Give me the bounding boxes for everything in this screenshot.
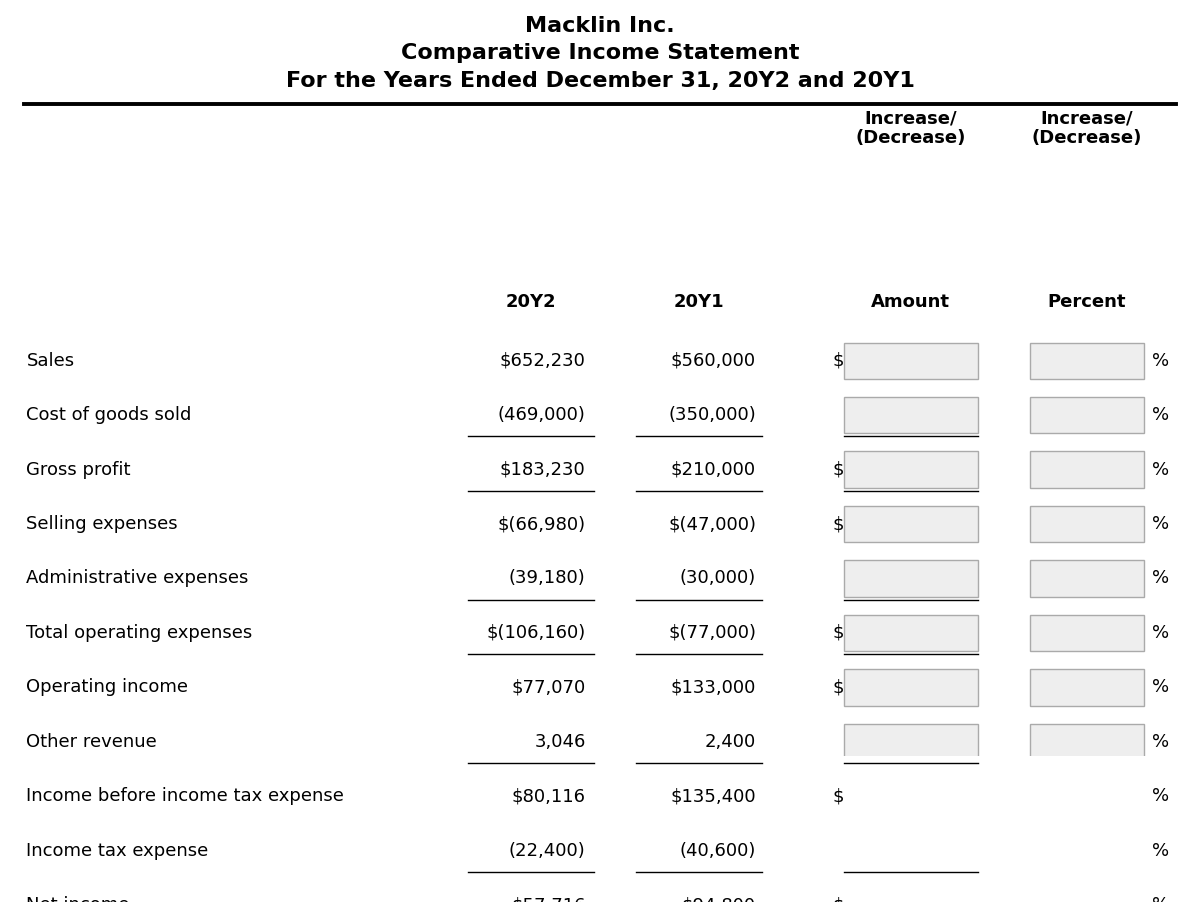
- Text: $135,400: $135,400: [671, 787, 756, 805]
- Text: Comparative Income Statement: Comparative Income Statement: [401, 43, 799, 63]
- Text: Sales: Sales: [26, 352, 74, 370]
- Text: $: $: [833, 787, 845, 805]
- Text: %: %: [1152, 515, 1169, 533]
- Text: %: %: [1152, 461, 1169, 479]
- Text: Macklin Inc.: Macklin Inc.: [526, 16, 674, 36]
- Text: $80,116: $80,116: [511, 787, 586, 805]
- FancyBboxPatch shape: [844, 669, 978, 705]
- Text: (Decrease): (Decrease): [1032, 129, 1141, 147]
- Text: $57,716: $57,716: [511, 897, 586, 902]
- Text: (30,000): (30,000): [679, 569, 756, 587]
- Text: $(47,000): $(47,000): [668, 515, 756, 533]
- Text: Income tax expense: Income tax expense: [26, 842, 209, 860]
- Text: Percent: Percent: [1048, 293, 1126, 311]
- Text: %: %: [1152, 624, 1169, 642]
- FancyBboxPatch shape: [844, 506, 978, 542]
- Text: (Decrease): (Decrease): [856, 129, 966, 147]
- Text: $560,000: $560,000: [671, 352, 756, 370]
- FancyBboxPatch shape: [844, 723, 978, 760]
- Text: (350,000): (350,000): [668, 406, 756, 424]
- Text: %: %: [1152, 787, 1169, 805]
- FancyBboxPatch shape: [1030, 397, 1144, 433]
- Text: Amount: Amount: [871, 293, 950, 311]
- Text: (469,000): (469,000): [498, 406, 586, 424]
- Text: (22,400): (22,400): [509, 842, 586, 860]
- Text: $77,070: $77,070: [511, 678, 586, 696]
- Text: Income before income tax expense: Income before income tax expense: [26, 787, 344, 805]
- Text: %: %: [1152, 352, 1169, 370]
- Text: %: %: [1152, 842, 1169, 860]
- Text: %: %: [1152, 678, 1169, 696]
- Text: Other revenue: Other revenue: [26, 732, 157, 750]
- FancyBboxPatch shape: [1030, 887, 1144, 902]
- FancyBboxPatch shape: [1030, 343, 1144, 379]
- FancyBboxPatch shape: [1030, 723, 1144, 760]
- Text: 20Y2: 20Y2: [505, 293, 557, 311]
- FancyBboxPatch shape: [1030, 560, 1144, 596]
- Text: $: $: [833, 461, 845, 479]
- Text: Selling expenses: Selling expenses: [26, 515, 178, 533]
- Text: Net income: Net income: [26, 897, 130, 902]
- Text: For the Years Ended December 31, 20Y2 and 20Y1: For the Years Ended December 31, 20Y2 an…: [286, 71, 914, 91]
- FancyBboxPatch shape: [844, 887, 978, 902]
- FancyBboxPatch shape: [844, 833, 978, 869]
- FancyBboxPatch shape: [844, 451, 978, 488]
- Text: %: %: [1152, 406, 1169, 424]
- Text: Increase/: Increase/: [864, 110, 958, 128]
- FancyBboxPatch shape: [1030, 615, 1144, 651]
- FancyBboxPatch shape: [1030, 506, 1144, 542]
- Text: (39,180): (39,180): [509, 569, 586, 587]
- Text: Operating income: Operating income: [26, 678, 188, 696]
- FancyBboxPatch shape: [1030, 778, 1144, 815]
- Text: %: %: [1152, 732, 1169, 750]
- FancyBboxPatch shape: [844, 560, 978, 596]
- Text: Total operating expenses: Total operating expenses: [26, 624, 253, 642]
- Text: Cost of goods sold: Cost of goods sold: [26, 406, 192, 424]
- Text: $183,230: $183,230: [500, 461, 586, 479]
- FancyBboxPatch shape: [844, 397, 978, 433]
- Text: $(77,000): $(77,000): [668, 624, 756, 642]
- Text: 20Y1: 20Y1: [673, 293, 725, 311]
- Text: $: $: [833, 352, 845, 370]
- Text: 2,400: 2,400: [704, 732, 756, 750]
- FancyBboxPatch shape: [844, 778, 978, 815]
- FancyBboxPatch shape: [844, 615, 978, 651]
- Text: Increase/: Increase/: [1040, 110, 1133, 128]
- Text: (40,600): (40,600): [679, 842, 756, 860]
- Text: Gross profit: Gross profit: [26, 461, 131, 479]
- Text: %: %: [1152, 897, 1169, 902]
- Text: $133,000: $133,000: [671, 678, 756, 696]
- FancyBboxPatch shape: [1030, 451, 1144, 488]
- Text: $: $: [833, 624, 845, 642]
- Text: $: $: [833, 515, 845, 533]
- FancyBboxPatch shape: [1030, 833, 1144, 869]
- Text: $(66,980): $(66,980): [498, 515, 586, 533]
- Text: $210,000: $210,000: [671, 461, 756, 479]
- Text: $652,230: $652,230: [499, 352, 586, 370]
- FancyBboxPatch shape: [844, 343, 978, 379]
- Text: $94,800: $94,800: [682, 897, 756, 902]
- Text: $(106,160): $(106,160): [486, 624, 586, 642]
- Text: 3,046: 3,046: [534, 732, 586, 750]
- FancyBboxPatch shape: [1030, 669, 1144, 705]
- Text: $: $: [833, 897, 845, 902]
- Text: $: $: [833, 678, 845, 696]
- Text: %: %: [1152, 569, 1169, 587]
- Text: Administrative expenses: Administrative expenses: [26, 569, 248, 587]
